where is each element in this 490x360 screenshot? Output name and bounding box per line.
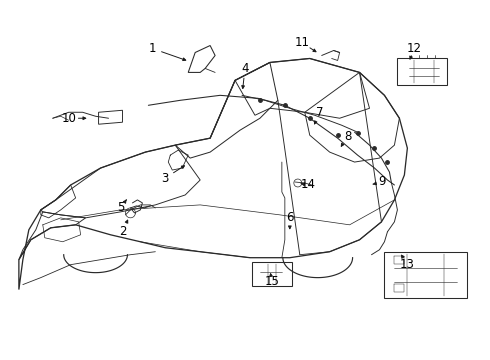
Text: 2: 2 xyxy=(119,225,126,238)
Text: 7: 7 xyxy=(316,106,323,119)
Text: 8: 8 xyxy=(344,130,351,143)
Text: 15: 15 xyxy=(265,275,279,288)
Text: 4: 4 xyxy=(241,62,249,75)
Text: 6: 6 xyxy=(286,211,294,224)
Text: 12: 12 xyxy=(407,42,422,55)
Text: 13: 13 xyxy=(400,258,415,271)
Text: 9: 9 xyxy=(379,175,386,189)
Text: 11: 11 xyxy=(294,36,309,49)
Text: 3: 3 xyxy=(162,171,169,185)
Text: 1: 1 xyxy=(148,42,156,55)
Text: 5: 5 xyxy=(117,201,124,215)
Text: 10: 10 xyxy=(61,112,76,125)
Text: 14: 14 xyxy=(300,179,315,192)
